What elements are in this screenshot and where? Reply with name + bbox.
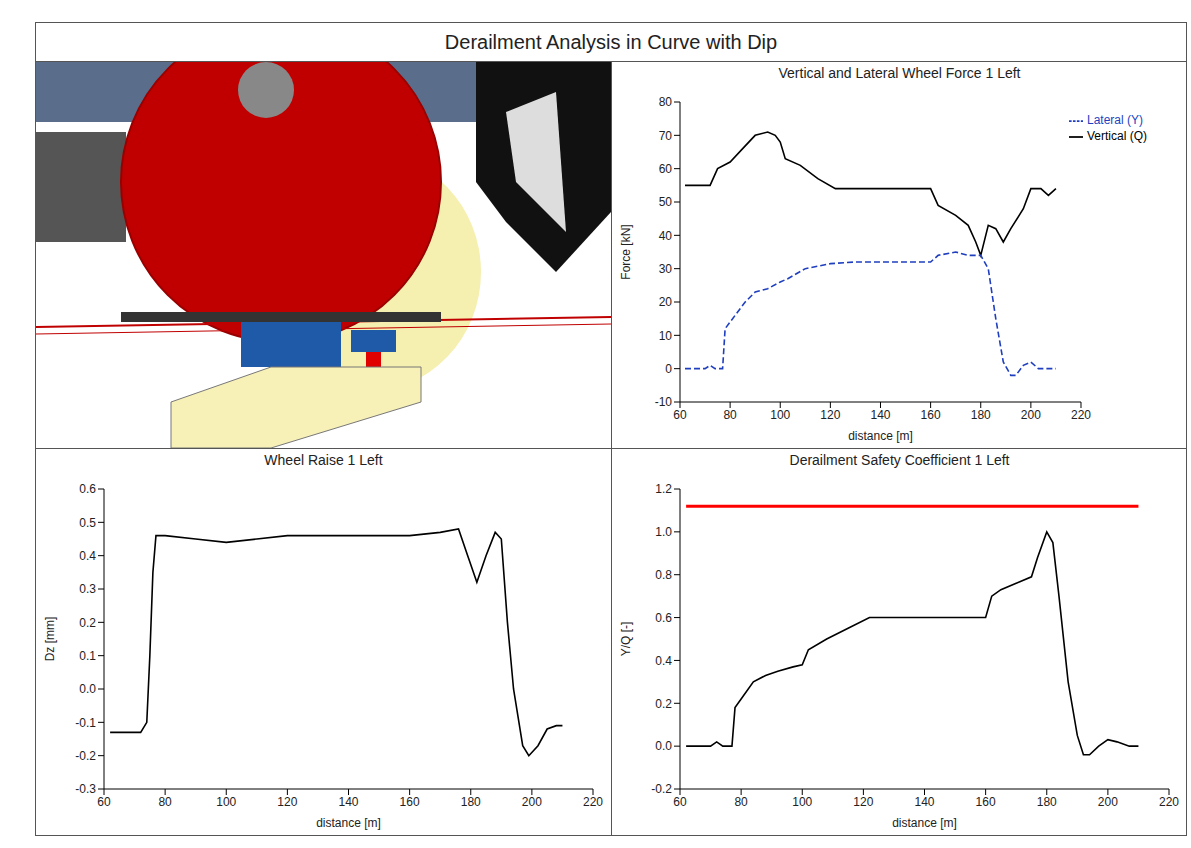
svg-text:0.2: 0.2 — [79, 616, 96, 630]
svg-text:-0.2: -0.2 — [75, 749, 96, 763]
svg-text:Dz [mm]: Dz [mm] — [43, 617, 57, 662]
svg-text:100: 100 — [770, 408, 790, 422]
svg-text:80: 80 — [158, 795, 172, 809]
svg-text:140: 140 — [870, 408, 890, 422]
svg-text:50: 50 — [659, 195, 673, 209]
svg-text:0.3: 0.3 — [79, 582, 96, 596]
svg-text:180: 180 — [971, 408, 991, 422]
svg-text:distance [m]: distance [m] — [848, 429, 913, 443]
html-text:Lateral (Y): Lateral (Y) — [1087, 113, 1143, 127]
svg-text:180: 180 — [461, 795, 481, 809]
svg-text:Force [kN]: Force [kN] — [619, 224, 633, 279]
svg-text:200: 200 — [1021, 408, 1041, 422]
svg-text:160: 160 — [921, 408, 941, 422]
svg-text:Y/Q [-]: Y/Q [-] — [619, 622, 633, 657]
svg-text:140: 140 — [914, 795, 934, 809]
svg-text:0.5: 0.5 — [79, 516, 96, 530]
svg-text:80: 80 — [734, 795, 748, 809]
svg-text:80: 80 — [659, 95, 673, 109]
svg-text:0.4: 0.4 — [655, 654, 672, 668]
svg-text:0.1: 0.1 — [79, 649, 96, 663]
svg-text:0.4: 0.4 — [79, 549, 96, 563]
svg-text:-0.1: -0.1 — [75, 716, 96, 730]
svg-text:100: 100 — [216, 795, 236, 809]
svg-text:60: 60 — [659, 162, 673, 176]
svg-text:160: 160 — [400, 795, 420, 809]
svg-text:80: 80 — [723, 408, 737, 422]
svg-text:10: 10 — [659, 329, 673, 343]
svg-text:0.0: 0.0 — [655, 739, 672, 753]
svg-text:60: 60 — [97, 795, 111, 809]
svg-text:0.6: 0.6 — [79, 482, 96, 496]
svg-text:60: 60 — [673, 408, 687, 422]
svg-text:70: 70 — [659, 129, 673, 143]
svg-text:-10: -10 — [655, 395, 673, 409]
html-text:Wheel Raise 1 Left: Wheel Raise 1 Left — [264, 452, 383, 468]
svg-text:0.6: 0.6 — [655, 611, 672, 625]
html-text:Derailment Safety Coefficient: Derailment Safety Coefficient 1 Left — [789, 452, 1010, 468]
html-text:Vertical (Q): Vertical (Q) — [1087, 129, 1147, 143]
svg-text:120: 120 — [820, 408, 840, 422]
svg-text:160: 160 — [976, 795, 996, 809]
svg-text:100: 100 — [792, 795, 812, 809]
svg-text:1.0: 1.0 — [655, 525, 672, 539]
html-text:Derailment Analysis in Curve w: Derailment Analysis in Curve with Dip — [444, 31, 778, 53]
svg-text:200: 200 — [1098, 795, 1118, 809]
svg-text:distance [m]: distance [m] — [892, 816, 957, 830]
svg-text:40: 40 — [659, 229, 673, 243]
svg-text:120: 120 — [853, 795, 873, 809]
svg-text:-0.2: -0.2 — [651, 782, 672, 796]
svg-text:220: 220 — [1159, 795, 1179, 809]
svg-text:distance [m]: distance [m] — [316, 816, 381, 830]
svg-text:-0.3: -0.3 — [75, 782, 96, 796]
svg-text:220: 220 — [1071, 408, 1091, 422]
svg-text:180: 180 — [1037, 795, 1057, 809]
html-text:Vertical and Lateral Wheel For: Vertical and Lateral Wheel Force 1 Left — [778, 65, 1021, 81]
svg-text:0.8: 0.8 — [655, 568, 672, 582]
svg-text:200: 200 — [522, 795, 542, 809]
svg-text:60: 60 — [673, 795, 687, 809]
svg-text:0.2: 0.2 — [655, 697, 672, 711]
svg-text:1.2: 1.2 — [655, 482, 672, 496]
svg-text:220: 220 — [583, 795, 603, 809]
svg-text:120: 120 — [277, 795, 297, 809]
svg-text:140: 140 — [338, 795, 358, 809]
svg-text:0.0: 0.0 — [79, 682, 96, 696]
svg-text:20: 20 — [659, 295, 673, 309]
svg-text:30: 30 — [659, 262, 673, 276]
svg-text:0: 0 — [665, 362, 672, 376]
